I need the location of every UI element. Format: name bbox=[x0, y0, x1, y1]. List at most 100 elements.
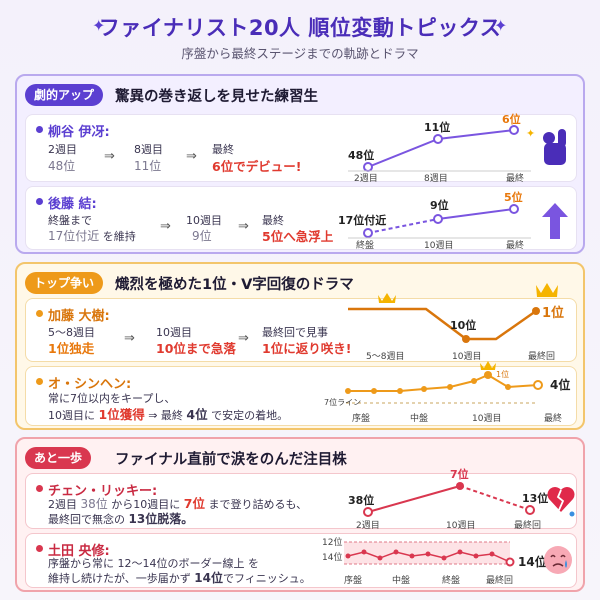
bullet-icon bbox=[36, 378, 43, 385]
step-label: 終盤まで bbox=[48, 214, 92, 227]
chart-point bbox=[371, 388, 377, 394]
arrow-icon: ⇒ bbox=[160, 219, 171, 234]
chart-point bbox=[397, 388, 403, 394]
card-text: 2週目 38位 から10週目に 7位 まで登り詰めるも、 bbox=[48, 496, 308, 511]
step-label: 10週目 bbox=[186, 214, 222, 227]
chart-label: 48位 bbox=[348, 148, 374, 162]
trainee-name: 土田 央修: bbox=[48, 544, 110, 559]
section-tag: 劇的アップ bbox=[25, 84, 104, 106]
up-arrow-icon bbox=[542, 203, 568, 239]
chart-point bbox=[345, 553, 351, 559]
chart-point bbox=[433, 214, 443, 224]
chart-point bbox=[484, 371, 492, 379]
card-text: 常に7位以内をキープし、 bbox=[48, 392, 176, 405]
rank-chart-tsuchida: 12位 14位 14位 序盤 中盤 終盤 最終回 bbox=[322, 536, 547, 586]
rank-chart-oh: 7位ライン 1位 4位 序盤 中盤 10週目 最終 bbox=[324, 361, 570, 424]
chart-x-label: 最終 bbox=[506, 239, 524, 251]
page-header: ✦ ファイナリスト20人 順位変動トピックス ✦ 序盤から最終ステージまでの軌跡… bbox=[0, 0, 600, 66]
step-value: 1位に返り咲き! bbox=[262, 341, 352, 356]
section-heading: 熾烈を極めた1位・V字回復のドラマ bbox=[115, 277, 354, 293]
arrow-icon: ⇒ bbox=[238, 331, 249, 346]
chart-point bbox=[525, 505, 535, 515]
chart-point bbox=[509, 125, 519, 135]
chart-point bbox=[457, 549, 463, 555]
chart-point bbox=[505, 384, 511, 390]
card-text: 10週目に 1位獲得 ⇒ 最終 4位 で安定の着地。 bbox=[48, 407, 289, 422]
page-subtitle: 序盤から最終ステージまでの軌跡とドラマ bbox=[181, 46, 419, 61]
chart-label: 11位 bbox=[424, 120, 450, 134]
step-value: 17位付近 を維持 bbox=[48, 229, 136, 243]
chart-label: 7位 bbox=[450, 467, 469, 481]
trainee-card-oh: オ・シンヘン: 常に7位以内をキープし、 10週目に 1位獲得 ⇒ 最終 4位 … bbox=[25, 361, 577, 426]
chart-point bbox=[433, 134, 443, 144]
chart-point bbox=[441, 555, 447, 561]
crying-face-icon bbox=[544, 546, 572, 574]
bullet-icon bbox=[36, 198, 43, 205]
step-value: 6位でデビュー! bbox=[212, 159, 302, 174]
trainee-card-goto: 後藤 結: 終盤まで 17位付近 を維持 ⇒ 10週目 9位 ⇒ 最終 5位へ急… bbox=[25, 186, 577, 251]
step-value: 1位独走 bbox=[48, 341, 95, 356]
rank-chart-kato: 10位 1位 5〜8週目 10週目 最終回 bbox=[348, 283, 564, 362]
chart-x-label: 終盤 bbox=[442, 574, 460, 586]
chart-x-label: 10週目 bbox=[424, 240, 453, 251]
chart-y-label: 12位 bbox=[322, 536, 342, 548]
rank-chart-goto: 17位付近 9位 5位 終盤 10週目 最終 bbox=[338, 190, 531, 251]
chart-x-label: 10週目 bbox=[446, 520, 475, 531]
section-tag: トップ争い bbox=[25, 272, 104, 294]
chart-x-label: 最終回 bbox=[486, 574, 513, 586]
chart-label: 14位 bbox=[518, 554, 547, 569]
chart-x-label: 10週目 bbox=[472, 413, 501, 424]
section-heading: 驚異の巻き返しを見せた練習生 bbox=[115, 89, 318, 105]
fist-pump-icon bbox=[543, 129, 566, 165]
arrow-icon: ⇒ bbox=[238, 219, 249, 234]
trainee-name: 後藤 結: bbox=[48, 197, 97, 212]
step-label: 10週目 bbox=[156, 326, 192, 339]
chart-label: 38位 bbox=[348, 493, 374, 507]
chart-label: 6位 bbox=[502, 112, 521, 126]
chart-point bbox=[425, 551, 431, 557]
sparkle-icon: ✦ bbox=[92, 16, 106, 35]
section-tag: あと一歩 bbox=[25, 447, 92, 469]
chart-x-label: 8週目 bbox=[424, 173, 448, 184]
chart-point bbox=[361, 549, 367, 555]
chart-point bbox=[393, 549, 399, 555]
trainee-card-chen: チェン・リッキー: 2週目 38位 から10週目に 7位 まで登り詰めるも、 最… bbox=[25, 467, 577, 531]
trainee-card-yanagiya: 柳谷 伊冴: 2週目 48位 ⇒ 8週目 11位 ⇒ 最終 6位でデビュー! 4… bbox=[25, 112, 577, 184]
chart-point bbox=[421, 386, 427, 392]
card-text: 維持し続けたが、一歩届かず 14位でフィニッシュ。 bbox=[48, 571, 311, 585]
card-text: 序盤から常に 12〜14位のボーダー線上 を bbox=[48, 557, 259, 570]
rank-chart-chen: 38位 7位 13位 2週目 10週目 最終回 bbox=[348, 467, 548, 531]
section-one-step-short: あと一歩 ファイナル直前で涙をのんだ注目株 チェン・リッキー: 2週目 38位 … bbox=[15, 437, 585, 592]
sparkle-icon: ✦ bbox=[526, 127, 535, 140]
chart-label: 5位 bbox=[504, 190, 523, 204]
bullet-icon bbox=[36, 545, 43, 552]
chart-point bbox=[363, 162, 373, 172]
arrow-icon: ⇒ bbox=[124, 331, 135, 346]
trainee-name: オ・シンヘン: bbox=[48, 377, 132, 392]
chart-point bbox=[462, 335, 470, 343]
chart-x-label: 最終回 bbox=[514, 519, 541, 531]
chart-point bbox=[409, 553, 415, 559]
chart-point bbox=[447, 384, 453, 390]
section-top-race: トップ争い 熾烈を極めた1位・V字回復のドラマ 加藤 大樹: 5〜8週目 1位独… bbox=[15, 262, 585, 430]
trainee-name: チェン・リッキー: bbox=[48, 484, 158, 499]
crown-icon bbox=[378, 293, 396, 303]
step-label: 最終 bbox=[212, 143, 234, 156]
chart-x-label: 2週目 bbox=[356, 520, 380, 531]
section-heading: ファイナル直前で涙をのんだ注目株 bbox=[115, 452, 347, 468]
trainee-name: 加藤 大樹: bbox=[48, 309, 110, 324]
chart-x-label: 終盤 bbox=[356, 239, 374, 251]
rank-chart-yanagiya: 48位 11位 6位 2週目 8週目 最終 ✦ bbox=[348, 112, 535, 184]
chart-label: 9位 bbox=[430, 198, 449, 212]
step-label: 2週目 bbox=[48, 143, 77, 156]
chart-point bbox=[533, 380, 543, 390]
page-title: ファイナリスト20人 順位変動トピックス bbox=[98, 16, 502, 40]
card-text: 最終回で無念の 13位脱落。 bbox=[48, 512, 194, 526]
step-value: 5位へ急浮上 bbox=[262, 229, 334, 244]
trainee-card-tsuchida: 土田 央修: 序盤から常に 12〜14位のボーダー線上 を 維持し続けたが、一歩… bbox=[25, 533, 577, 588]
step-value: 9位 bbox=[192, 229, 212, 243]
bullet-icon bbox=[36, 485, 43, 492]
chart-point bbox=[363, 507, 373, 517]
bullet-icon bbox=[36, 310, 43, 317]
chart-point bbox=[489, 551, 495, 557]
